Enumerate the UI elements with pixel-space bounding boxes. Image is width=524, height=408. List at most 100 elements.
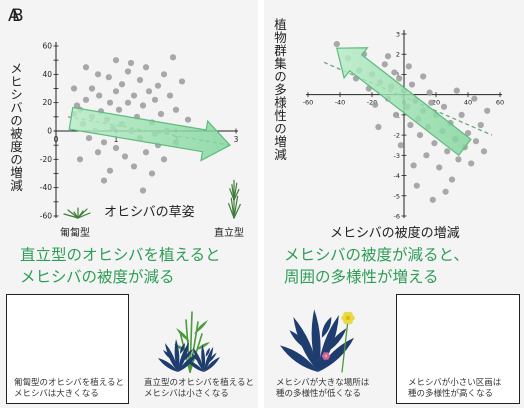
chartB-point: [416, 132, 424, 139]
chartB-point: [423, 152, 430, 159]
chartA-y-tick-label: 0: [47, 127, 52, 136]
chartA-point: [124, 99, 132, 106]
small-erect-grass-blade: [233, 203, 241, 219]
crabgrass-leaf: [191, 353, 201, 363]
small-erect-grass-blade: [228, 203, 235, 219]
chartA-point: [88, 85, 96, 92]
panel-a-headline-line1: 直立型のオヒシバを植えると: [20, 246, 221, 264]
chartA-point: [106, 167, 114, 174]
chartB-y-tick-label: -3: [394, 152, 400, 160]
chartB-point: [384, 53, 392, 60]
crabgrass-leaf: [201, 344, 206, 372]
chartB-x-tick-label: 40: [464, 99, 472, 107]
chartA-point: [130, 163, 138, 170]
chartA-point: [166, 92, 174, 99]
chart-a-x-tick-erect: 直立型: [214, 228, 244, 239]
chart-b-x-axis-label: メヒシバの被度の増減: [330, 226, 460, 241]
chartA-point: [70, 85, 78, 92]
chartB-point: [405, 63, 412, 70]
chartA-point: [148, 170, 156, 177]
chartA-point: [118, 81, 126, 88]
chartA-point: [139, 102, 147, 109]
caption-low-diversity-line2: 種の多様性が低くなる: [276, 389, 362, 399]
chartB-y-tick-label: -6: [394, 213, 400, 221]
chartA-point: [105, 74, 112, 81]
chartA-y-tick-label: -60: [40, 212, 52, 221]
chartA-y-tick-label: 40: [42, 70, 52, 79]
chartB-point: [431, 140, 438, 147]
chartB-point: [448, 176, 456, 183]
chartA-y-tick-label: 60: [42, 42, 52, 51]
crabgrass-leaf: [178, 354, 197, 372]
crabgrass-leaf: [204, 356, 220, 372]
crabgrass-leaf: [174, 339, 180, 372]
chartB-point: [464, 129, 472, 137]
chartA-point: [160, 156, 168, 163]
chartA-x-tick-label: 1: [114, 135, 119, 144]
chartA-point: [139, 187, 147, 194]
small-prostrate-grass-blade: [77, 210, 84, 219]
crabgrass-leaf: [289, 330, 311, 352]
crabgrass-leaf: [207, 352, 217, 364]
small-erect-grass-blade: [233, 182, 238, 201]
chartA-point: [112, 57, 120, 64]
crabgrass-leaf: [158, 358, 178, 372]
chartA-point: [96, 92, 103, 99]
caption-prostrate-line2: メヒシバは大きくなる: [14, 389, 99, 399]
crabgrass-leaf: [280, 345, 318, 372]
chartB-point: [429, 196, 436, 203]
chartB-point: [397, 142, 404, 149]
chartA-point: [127, 59, 135, 67]
panel-b-headline-line1: メヒシバの被度が減ると、: [284, 246, 469, 264]
crabgrass-leaf: [205, 347, 210, 357]
caption-erect: 直立型のオヒシバを植えると メヒシバは小さくなる: [144, 378, 254, 400]
chartB-point: [391, 69, 398, 76]
caption-erect-line1: 直立型のオヒシバを植えると: [144, 378, 254, 388]
crabgrass-leaf: [311, 309, 321, 372]
caption-prostrate-line1: 匍匐型のオヒシバを植えると: [14, 378, 124, 388]
panel-a-label: A: [8, 6, 20, 26]
chartA-point: [169, 54, 177, 61]
chartB-point: [477, 121, 484, 129]
chartB-y-tick-label: 1: [396, 71, 400, 79]
panel-a-headline-line2: メヒシバの被度が減る: [20, 268, 175, 286]
caption-prostrate: 匍匐型のオヒシバを植えると メヒシバは大きくなる: [14, 378, 124, 400]
chartA-y-tick-label: -20: [40, 155, 52, 164]
caption-low-diversity: メヒシバが大きな場所は 種の多様性が低くなる: [276, 378, 369, 400]
crabgrass-leaf: [325, 328, 347, 353]
chartA-point: [142, 64, 150, 71]
chartB-x-tick-label: 60: [496, 99, 504, 107]
chartB-point: [436, 164, 443, 171]
chartB-point: [428, 99, 435, 106]
chartA-point: [145, 88, 153, 95]
panel-b-headline: メヒシバの被度が減ると、 周囲の多様性が増える: [284, 244, 469, 288]
chartB-x-tick-label: -40: [335, 99, 346, 107]
crabgrass-leaf: [187, 360, 204, 372]
chartA-point: [151, 96, 159, 103]
chartA-point: [142, 149, 150, 156]
chartA-point: [130, 92, 138, 99]
caption-low-diversity-line1: メヒシバが大きな場所は: [276, 378, 370, 388]
chartB-point: [440, 103, 448, 110]
chartA-trend-arrow: [68, 106, 231, 162]
chart-a-x-tick-prostrate: 匍匐型: [60, 228, 90, 239]
small-erect-grass-blade: [229, 188, 235, 201]
goosegrass-leaf: [194, 320, 208, 334]
goosegrass-leaf: [176, 328, 190, 342]
chartA-point: [82, 64, 90, 71]
caption-erect-line2: メヒシバは小さくなる: [144, 389, 229, 399]
crabgrass-leaf: [204, 346, 214, 372]
panel-b-headline-line2: 周囲の多様性が増える: [284, 268, 439, 286]
chartB-x-tick-label: -20: [367, 99, 378, 107]
chartA-x-tick-label: 0: [54, 135, 59, 144]
chartA-point: [85, 134, 93, 142]
chartB-x-tick-label: -60: [303, 99, 314, 107]
chartB-point: [375, 123, 382, 131]
small-erect-grass-blade: [233, 195, 239, 219]
chartB-point: [468, 160, 475, 167]
chartB-point: [442, 188, 449, 195]
chart-a-y-axis-label: メヒシバの被度の増減: [8, 62, 23, 192]
illustration-box-prostrate: [6, 294, 129, 404]
chartA-point: [154, 82, 162, 89]
